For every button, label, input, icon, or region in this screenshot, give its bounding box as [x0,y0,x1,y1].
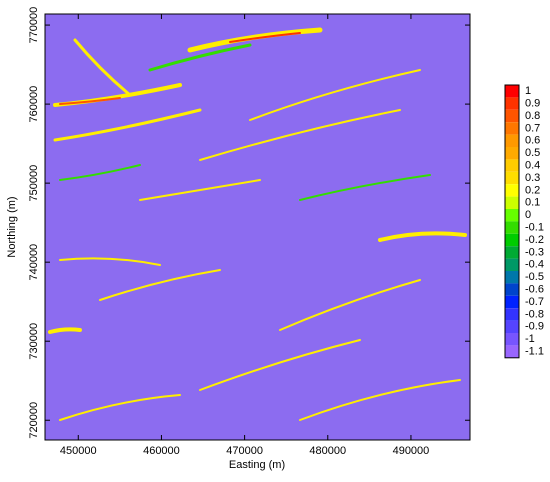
colorbar-label: -0.1 [525,222,544,234]
colorbar-swatch [505,209,519,222]
streak [53,108,202,142]
streak [73,38,132,97]
x-tick-label: 470000 [226,445,263,457]
colorbar-swatch [505,333,519,346]
y-tick-label: 770000 [28,7,40,44]
colorbar-label: 0.4 [525,160,540,172]
colorbar-swatch [505,85,519,98]
y-tick-label: 740000 [28,244,40,281]
y-axis-label: Northing (m) [6,196,18,257]
colorbar-swatch [505,233,519,247]
streak [249,69,421,121]
colorbar-swatch [505,295,519,309]
colorbar-swatch [505,258,519,271]
y-tick-label: 720000 [28,402,40,439]
colorbar-label: -0.7 [525,296,544,308]
streak [59,97,121,105]
colorbar-label: 0.8 [525,110,540,122]
colorbar-label: -0.6 [525,284,544,296]
x-tick-label: 480000 [309,445,346,457]
streak [229,32,301,43]
streak [148,43,252,72]
colorbar-label: -1.1 [525,346,544,358]
y-tick-label: 760000 [28,86,40,123]
raster-texture [48,27,467,421]
streak [299,379,461,421]
colorbar-label: -0.5 [525,271,544,283]
colorbar-swatch [505,196,519,209]
x-tick-label: 490000 [393,445,430,457]
colorbar-swatch [505,122,519,135]
colorbar-swatch [505,221,519,234]
colorbar-label: -1 [525,333,535,345]
colorbar-swatch [505,283,519,296]
x-axis-label: Easting (m) [229,459,285,471]
colorbar-label: 0.2 [525,184,540,196]
colorbar-swatch [505,159,519,172]
colorbar-swatch [505,246,519,259]
colorbar-swatch [505,147,519,160]
streak [139,179,261,201]
colorbar-label: -0.2 [525,234,544,246]
streak [187,27,323,53]
streak [59,164,141,181]
colorbar-swatch [505,308,519,321]
streak [279,279,421,331]
streak [99,269,221,301]
colorbar-label: 0.7 [525,122,540,134]
colorbar-swatch [505,320,519,333]
colorbar-label: 0.5 [525,147,540,159]
colorbar-label: 0.1 [525,197,540,209]
y-tick-label: 750000 [28,165,40,202]
y-tick-label: 730000 [28,323,40,360]
colorbar-label: 0.3 [525,172,540,184]
streak [59,394,181,421]
colorbar-swatch [505,271,519,284]
colorbar-label: -0.3 [525,246,544,258]
colorbar-label: 1 [525,85,531,97]
streak [299,174,431,201]
colorbar-label: 0 [525,209,531,221]
streak [199,339,361,391]
colorbar-label: -0.9 [525,321,544,333]
colorbar-label: 0.9 [525,98,540,110]
colorbar-swatch [505,134,519,147]
x-tick-label: 460000 [143,445,180,457]
plot-frame [44,13,471,441]
colorbar-swatch [505,97,519,110]
colorbar-label: -0.4 [525,259,544,271]
streak [378,231,467,242]
colorbar-swatch [505,109,519,123]
colorbar-label: -0.8 [525,308,544,320]
streak [59,257,161,266]
colorbar-swatch [505,184,519,197]
colorbar-frame [504,84,520,359]
streak [199,109,401,161]
colorbar-swatch [505,171,519,185]
colorbar-label: 0.6 [525,135,540,147]
colorbar-swatch [505,345,519,358]
x-tick-label: 450000 [60,445,97,457]
streak [48,327,82,334]
